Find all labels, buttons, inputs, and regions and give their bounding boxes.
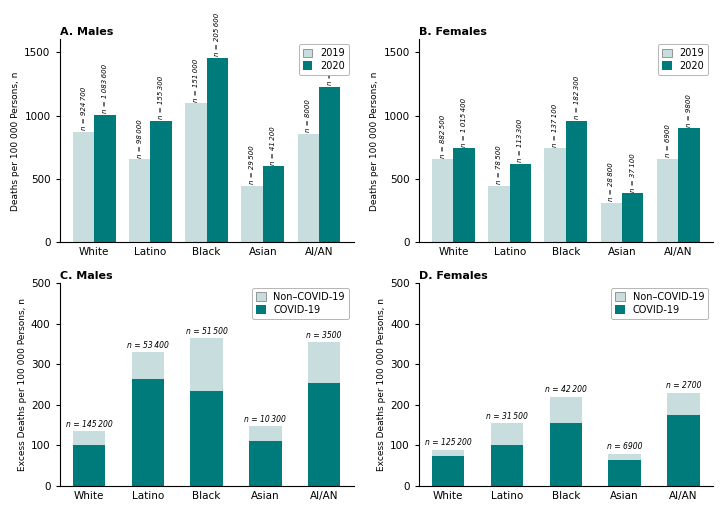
Text: n = 2700: n = 2700	[665, 381, 701, 390]
Bar	[608, 454, 641, 460]
Bar	[668, 415, 699, 486]
Text: n = 42 200: n = 42 200	[545, 386, 586, 394]
Bar	[73, 132, 94, 242]
Y-axis label: Excess Deaths per 100 000 Persons, n: Excess Deaths per 100 000 Persons, n	[377, 298, 386, 471]
Bar	[190, 338, 223, 391]
Text: n = 9800: n = 9800	[686, 94, 692, 126]
Bar	[73, 431, 105, 445]
Text: n = 31 500: n = 31 500	[486, 412, 528, 421]
Bar	[544, 148, 566, 242]
Bar	[678, 128, 699, 242]
Bar	[432, 456, 465, 486]
Bar	[151, 121, 172, 242]
Bar	[298, 134, 319, 242]
Text: n = 882 500: n = 882 500	[439, 115, 446, 158]
Bar	[432, 450, 465, 456]
Bar	[190, 391, 223, 486]
Text: n = 28 800: n = 28 800	[608, 163, 615, 201]
Text: n = 53 400: n = 53 400	[127, 340, 169, 350]
Bar	[491, 423, 523, 445]
Text: C. Males: C. Males	[59, 271, 112, 281]
Text: n = 10 300: n = 10 300	[245, 415, 286, 423]
Text: A. Males: A. Males	[59, 27, 113, 37]
Legend: Non–COVID-19, COVID-19: Non–COVID-19, COVID-19	[252, 288, 349, 319]
Text: n = 1 015 400: n = 1 015 400	[461, 98, 467, 147]
Text: n = 125 200: n = 125 200	[425, 438, 471, 447]
Text: n = 1 083 600: n = 1 083 600	[102, 64, 108, 113]
Bar	[432, 159, 453, 242]
Bar	[249, 426, 282, 441]
Bar	[608, 460, 641, 486]
Text: n = 3500: n = 3500	[306, 331, 342, 339]
Bar	[550, 423, 582, 486]
Text: n = 137 100: n = 137 100	[552, 104, 558, 147]
Text: n = 78 500: n = 78 500	[496, 145, 502, 184]
Y-axis label: Excess Deaths per 100 000 Persons, n: Excess Deaths per 100 000 Persons, n	[17, 298, 27, 471]
Text: B. Females: B. Females	[418, 27, 487, 37]
Text: n = 151 000: n = 151 000	[193, 59, 199, 102]
Bar	[510, 164, 531, 242]
Text: n = 182 300: n = 182 300	[573, 76, 579, 119]
Text: n = 41 200: n = 41 200	[271, 126, 277, 165]
Bar	[566, 121, 587, 242]
Bar	[308, 342, 340, 382]
Text: n = 113 300: n = 113 300	[518, 119, 523, 162]
Bar	[491, 445, 523, 486]
Text: n = 6900: n = 6900	[607, 442, 642, 451]
Legend: 2019, 2020: 2019, 2020	[299, 45, 349, 75]
Text: n = 11 700: n = 11 700	[327, 47, 332, 86]
Bar	[249, 441, 282, 486]
Bar	[308, 382, 340, 486]
Bar	[263, 166, 284, 242]
Text: n = 37 100: n = 37 100	[630, 153, 636, 192]
Text: n = 51 500: n = 51 500	[185, 327, 227, 335]
Bar	[129, 159, 151, 242]
Bar	[185, 103, 206, 242]
Bar	[550, 397, 582, 423]
Text: n = 8000: n = 8000	[306, 99, 311, 133]
Legend: Non–COVID-19, COVID-19: Non–COVID-19, COVID-19	[611, 288, 708, 319]
Text: n = 205 600: n = 205 600	[214, 13, 220, 56]
Bar	[453, 148, 475, 242]
Bar	[132, 352, 164, 378]
Bar	[657, 159, 678, 242]
Text: n = 145 200: n = 145 200	[66, 420, 112, 429]
Bar	[319, 87, 340, 242]
Legend: 2019, 2020: 2019, 2020	[658, 45, 708, 75]
Bar	[94, 115, 116, 242]
Bar	[206, 58, 228, 242]
Text: n = 6900: n = 6900	[665, 124, 670, 157]
Text: n = 98 000: n = 98 000	[137, 119, 143, 158]
Bar	[488, 186, 510, 242]
Y-axis label: Deaths per 100 000 Persons, n: Deaths per 100 000 Persons, n	[11, 71, 20, 210]
Text: n = 155 300: n = 155 300	[158, 76, 164, 119]
Bar	[132, 378, 164, 486]
Text: D. Females: D. Females	[418, 271, 487, 281]
Bar	[241, 186, 263, 242]
Bar	[622, 194, 644, 242]
Bar	[601, 203, 622, 242]
Text: n = 924 700: n = 924 700	[80, 87, 87, 131]
Y-axis label: Deaths per 100 000 Persons, n: Deaths per 100 000 Persons, n	[371, 71, 379, 210]
Text: n = 29 500: n = 29 500	[249, 145, 255, 184]
Bar	[668, 393, 699, 415]
Bar	[73, 445, 105, 486]
